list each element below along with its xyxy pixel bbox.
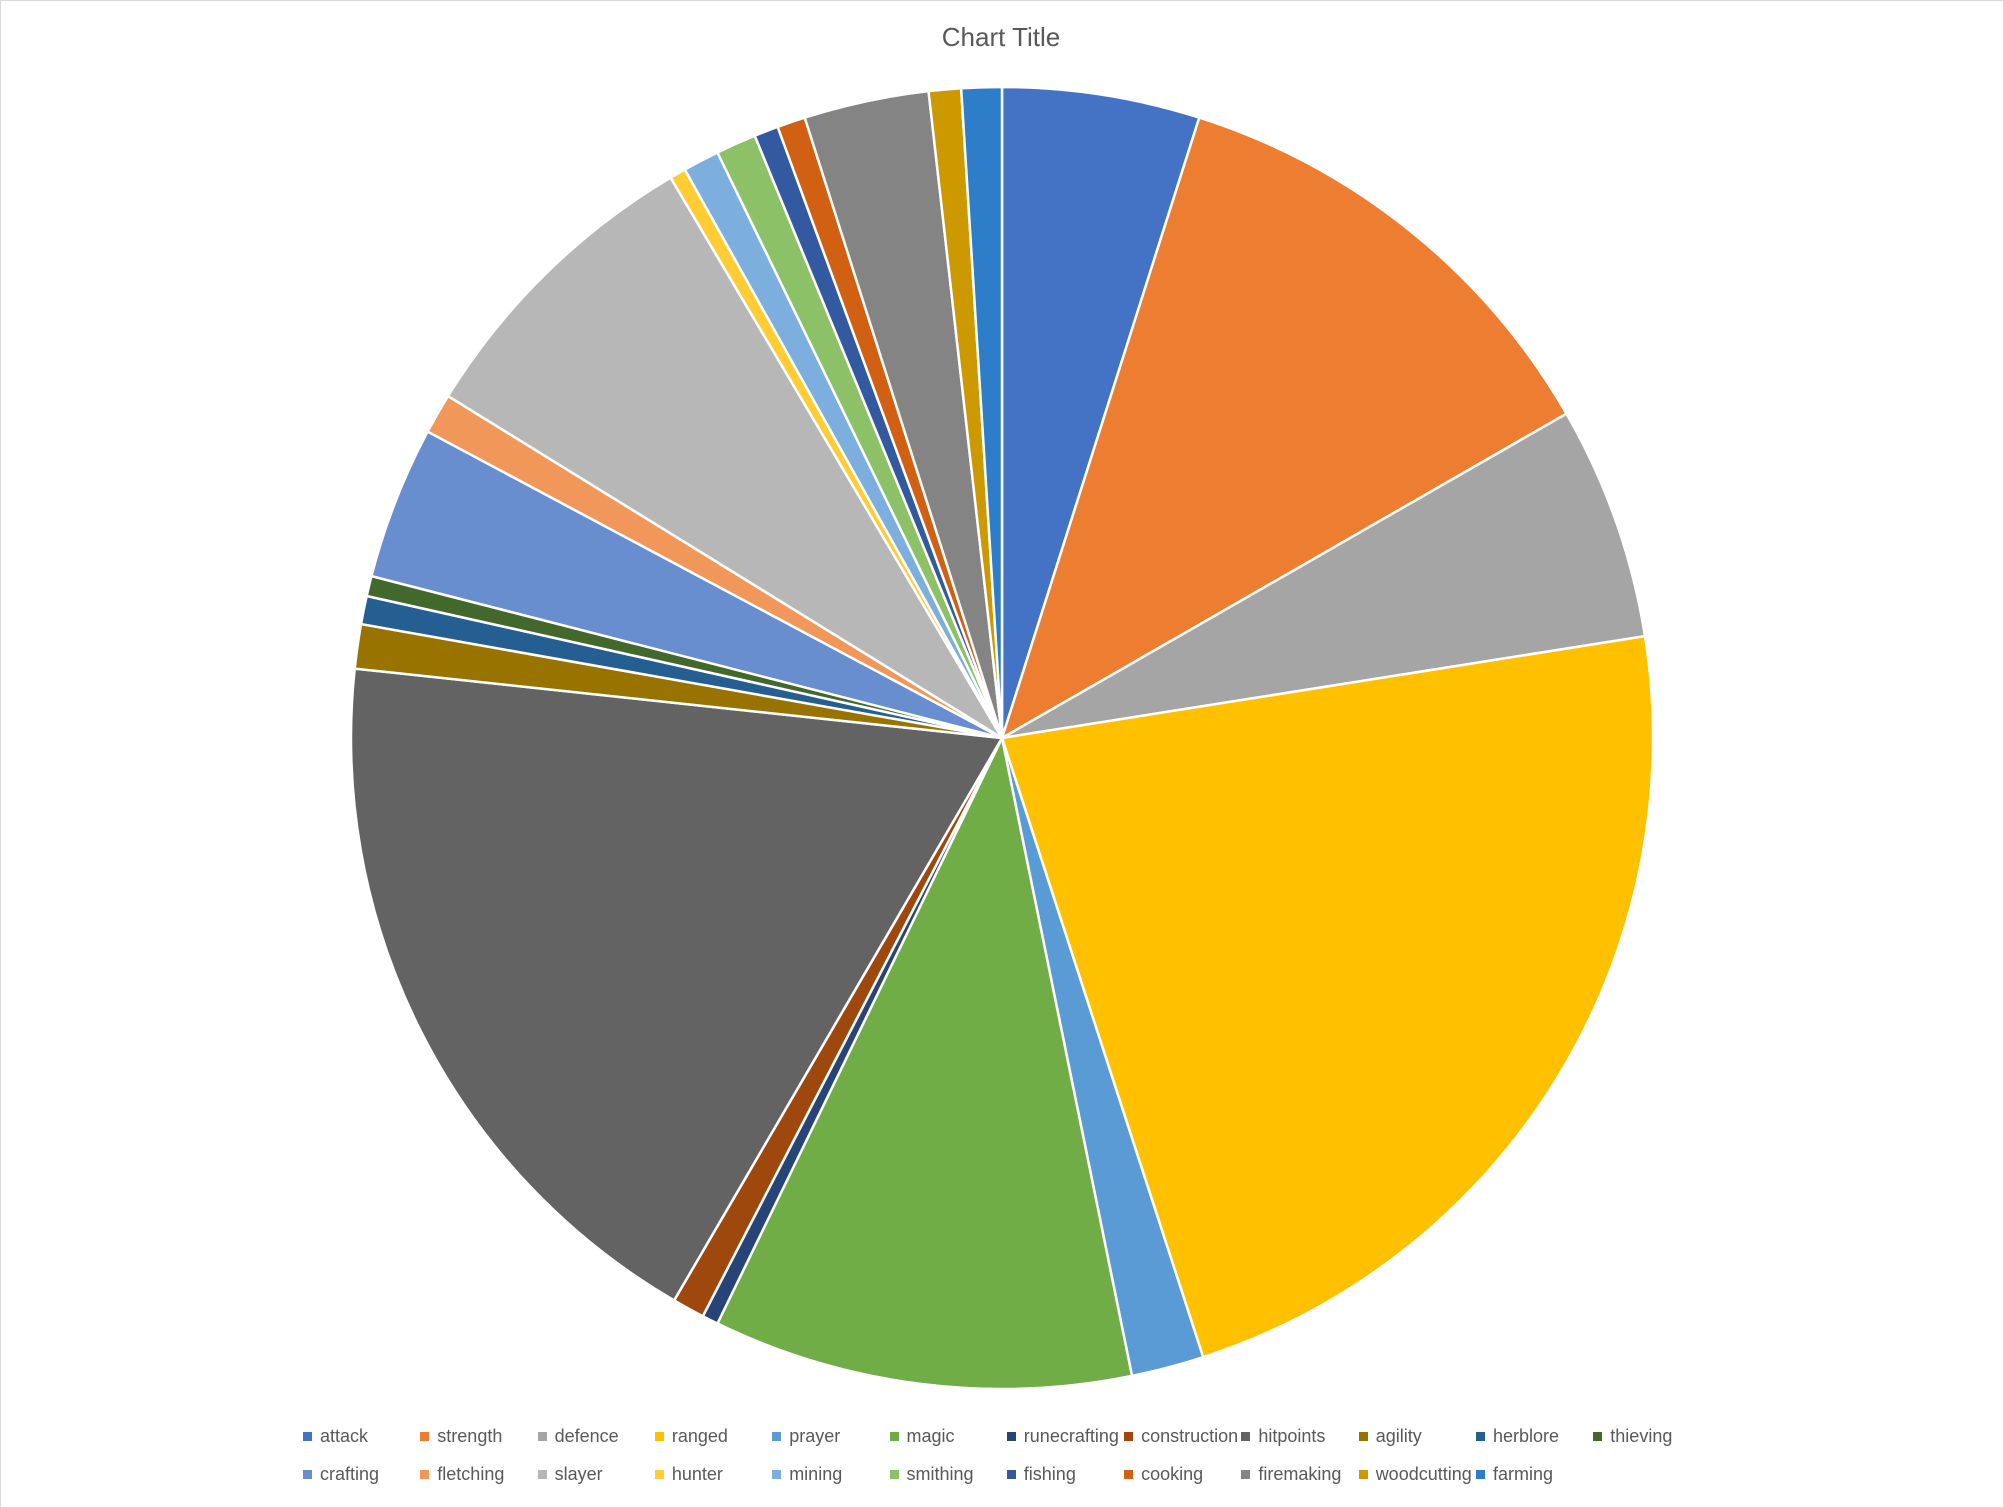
legend-label: ranged bbox=[671, 1425, 728, 1446]
legend-label: thieving bbox=[1610, 1425, 1673, 1446]
legend-label: farming bbox=[1493, 1463, 1554, 1484]
legend-item-mining: mining bbox=[772, 1460, 842, 1488]
legend-label: herblore bbox=[1493, 1425, 1560, 1446]
legend-label: fletching bbox=[437, 1463, 505, 1484]
legend-item-ranged: ranged bbox=[654, 1422, 728, 1450]
legend-item-prayer: prayer bbox=[772, 1422, 840, 1450]
legend-label: slayer bbox=[554, 1463, 603, 1484]
legend-label: woodcutting bbox=[1375, 1463, 1472, 1484]
legend-swatch bbox=[1124, 1431, 1134, 1441]
legend-label: fishing bbox=[1023, 1463, 1076, 1484]
legend-item-attack: attack bbox=[303, 1422, 368, 1450]
legend-label: hitpoints bbox=[1258, 1425, 1326, 1446]
legend-label: defence bbox=[554, 1425, 619, 1446]
legend-swatch bbox=[772, 1469, 782, 1479]
legend-item-construction: construction bbox=[1124, 1422, 1238, 1450]
legend-swatch bbox=[537, 1469, 547, 1479]
legend-label: crafting bbox=[320, 1463, 380, 1484]
legend-swatch bbox=[303, 1431, 312, 1441]
legend-label: mining bbox=[789, 1463, 843, 1484]
legend-swatch bbox=[772, 1431, 782, 1441]
legend-swatch bbox=[1006, 1431, 1016, 1441]
legend-swatch bbox=[1476, 1431, 1485, 1441]
pie-slice-strength bbox=[1000, 116, 1568, 740]
legend-item-agility: agility bbox=[1358, 1422, 1422, 1450]
legend: attack strength defence ranged prayer magic ru… bbox=[303, 1422, 1723, 1502]
legend-item-firemaking: firemaking bbox=[1241, 1460, 1341, 1488]
pie-slices bbox=[349, 85, 1655, 1391]
legend-item-farming: farming bbox=[1476, 1460, 1553, 1488]
legend-label: hunter bbox=[671, 1463, 723, 1484]
legend-label: construction bbox=[1141, 1425, 1239, 1446]
legend-swatch bbox=[654, 1431, 664, 1441]
legend-item-herblore: herblore bbox=[1476, 1422, 1559, 1450]
pie-slice-slayer bbox=[446, 176, 1004, 740]
legend-swatch bbox=[1358, 1469, 1368, 1479]
legend-label: strength bbox=[437, 1425, 503, 1446]
pie-slice-attack bbox=[1000, 85, 1201, 740]
legend-item-cooking: cooking bbox=[1124, 1460, 1203, 1488]
legend-swatch bbox=[889, 1469, 899, 1479]
legend-label: attack bbox=[320, 1425, 369, 1446]
legend-item-fletching: fletching bbox=[420, 1460, 504, 1488]
legend-item-magic: magic bbox=[889, 1422, 955, 1450]
pie-slice-magic bbox=[716, 736, 1134, 1391]
legend-label: prayer bbox=[789, 1425, 841, 1446]
legend-swatch bbox=[1241, 1469, 1251, 1479]
chart-title: Chart Title bbox=[941, 22, 1061, 52]
legend-swatch bbox=[1124, 1469, 1134, 1479]
legend-item-hitpoints: hitpoints bbox=[1241, 1422, 1325, 1450]
pie-slice-hitpoints bbox=[349, 667, 1004, 1302]
legend-label: magic bbox=[906, 1425, 955, 1446]
pie-slice-farming bbox=[959, 85, 1004, 740]
legend-swatch bbox=[1006, 1469, 1016, 1479]
legend-swatch bbox=[1476, 1469, 1485, 1479]
legend-item-crafting: crafting bbox=[303, 1460, 379, 1488]
legend-swatch bbox=[537, 1431, 547, 1441]
legend-swatch bbox=[303, 1469, 312, 1479]
legend-item-woodcutting: woodcutting bbox=[1358, 1460, 1472, 1488]
legend-swatch bbox=[1358, 1431, 1368, 1441]
legend-item-thieving: thieving bbox=[1593, 1422, 1672, 1450]
legend-item-fishing: fishing bbox=[1006, 1460, 1076, 1488]
legend-label: firemaking bbox=[1258, 1463, 1342, 1484]
legend-item-defence: defence bbox=[537, 1422, 619, 1450]
legend-label: cooking bbox=[1141, 1463, 1204, 1484]
legend-swatch bbox=[420, 1469, 430, 1479]
legend-label: smithing bbox=[906, 1463, 974, 1484]
pie-slice-defence bbox=[1000, 412, 1647, 740]
legend-label: agility bbox=[1375, 1425, 1422, 1446]
legend-swatch bbox=[1593, 1431, 1603, 1441]
legend-item-hunter: hunter bbox=[654, 1460, 723, 1488]
legend-label: runecrafting bbox=[1023, 1425, 1119, 1446]
pie-slice-ranged bbox=[1000, 634, 1655, 1359]
legend-item-runecrafting: runecrafting bbox=[1006, 1422, 1119, 1450]
legend-swatch bbox=[1241, 1431, 1251, 1441]
legend-swatch bbox=[654, 1469, 664, 1479]
legend-item-strength: strength bbox=[420, 1422, 502, 1450]
legend-item-smithing: smithing bbox=[889, 1460, 974, 1488]
legend-swatch bbox=[889, 1431, 899, 1441]
legend-item-slayer: slayer bbox=[537, 1460, 603, 1488]
legend-swatch bbox=[420, 1431, 430, 1441]
